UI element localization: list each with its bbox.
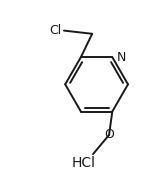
Text: Cl: Cl: [49, 24, 62, 37]
Text: HCl: HCl: [72, 156, 96, 170]
Text: N: N: [117, 51, 127, 64]
Text: O: O: [104, 128, 114, 141]
